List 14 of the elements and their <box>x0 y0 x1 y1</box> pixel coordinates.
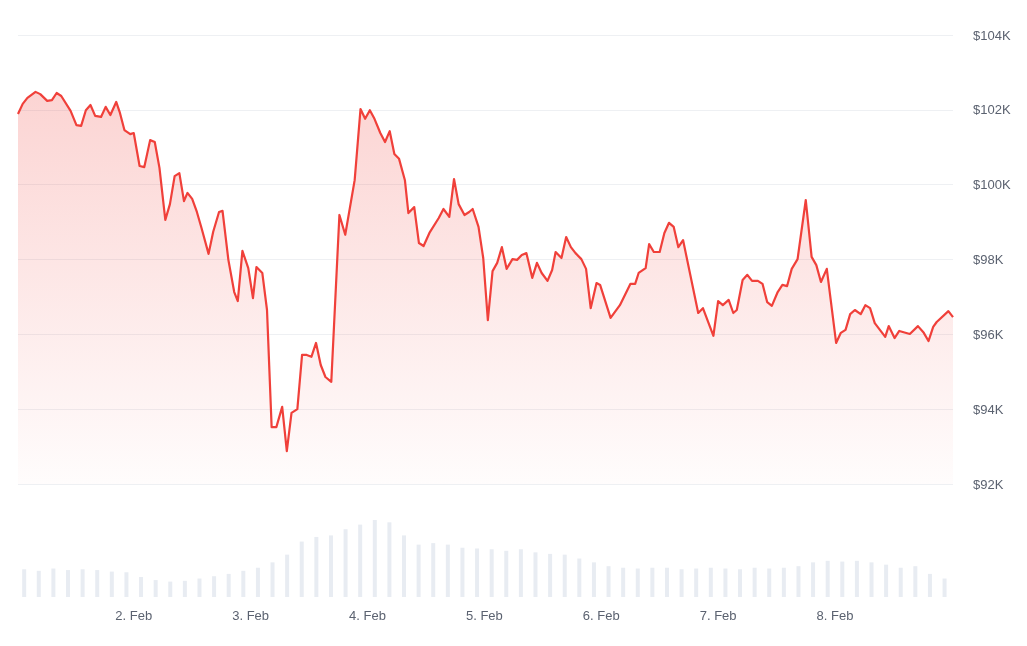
x-tick-label: 6. Feb <box>582 608 620 623</box>
y-tick-label: $102K <box>973 102 1011 118</box>
y-tick-label: $96K <box>973 326 1004 342</box>
y-tick-label: $92K <box>973 476 1004 492</box>
x-tick-label: 3. Feb <box>232 608 270 623</box>
y-tick-label: $100K <box>973 177 1011 193</box>
y-tick-label: $98K <box>973 252 1004 267</box>
y-tick-label: $94K <box>973 401 1004 417</box>
y-tick-label: $104K <box>973 27 1011 43</box>
x-tick-label: 5. Feb <box>465 608 503 623</box>
x-tick-label: 2. Feb <box>115 608 153 623</box>
x-tick-label: 8. Feb <box>816 608 854 623</box>
x-tick-label: 4. Feb <box>349 608 386 623</box>
x-tick-label: 7. Feb <box>699 608 737 623</box>
